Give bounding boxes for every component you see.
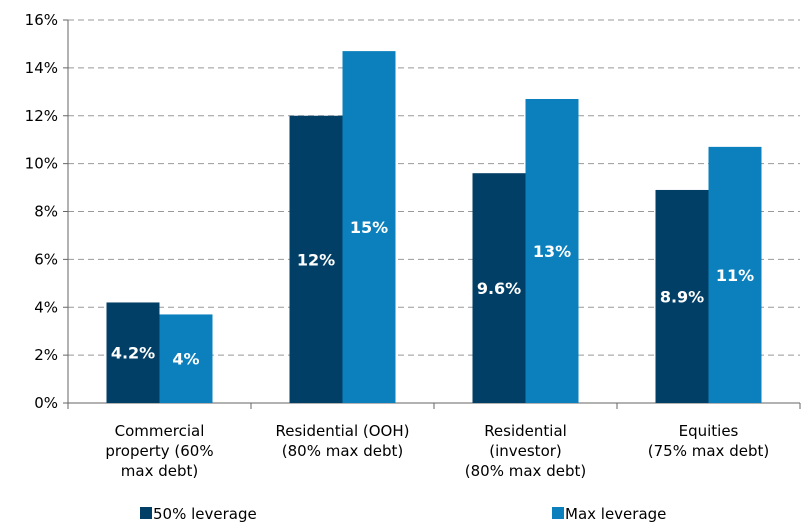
bar [106, 302, 160, 403]
bar [159, 314, 213, 403]
y-tick-label: 4% [34, 298, 58, 316]
bar [472, 173, 526, 403]
bar [342, 51, 396, 404]
bar [655, 189, 709, 403]
bar [525, 98, 579, 404]
data-label: 8.9% [660, 287, 704, 306]
x-tick-label: Residential (investor) (80% max debt) [465, 422, 586, 480]
legend-swatch [552, 507, 564, 519]
data-label: 15% [350, 218, 388, 237]
y-tick-label: 14% [25, 59, 58, 77]
data-label: 9.6% [477, 279, 521, 298]
y-tick-label: 8% [34, 203, 58, 221]
data-label: 4% [172, 350, 199, 369]
y-tick-label: 10% [25, 155, 58, 173]
data-label: 4.2% [111, 344, 155, 363]
x-tick-label: Residential (OOH) (80% max debt) [276, 422, 410, 460]
x-tick-label: Commercial property (60% max debt) [105, 422, 213, 480]
y-tick-label: 12% [25, 107, 58, 125]
bar [289, 115, 343, 403]
data-label: 13% [533, 242, 571, 261]
x-tick-label: Equities (75% max debt) [648, 422, 769, 460]
data-label: 12% [297, 250, 335, 269]
legend-label: Max leverage [565, 505, 666, 522]
legend-swatch [140, 507, 152, 519]
data-label: 11% [716, 266, 754, 285]
y-tick-label: 0% [34, 394, 58, 412]
y-tick-label: 2% [34, 346, 58, 364]
bar [708, 146, 762, 403]
y-tick-label: 16% [25, 11, 58, 29]
y-tick-label: 6% [34, 250, 58, 268]
legend-label: 50% leverage [153, 505, 257, 522]
